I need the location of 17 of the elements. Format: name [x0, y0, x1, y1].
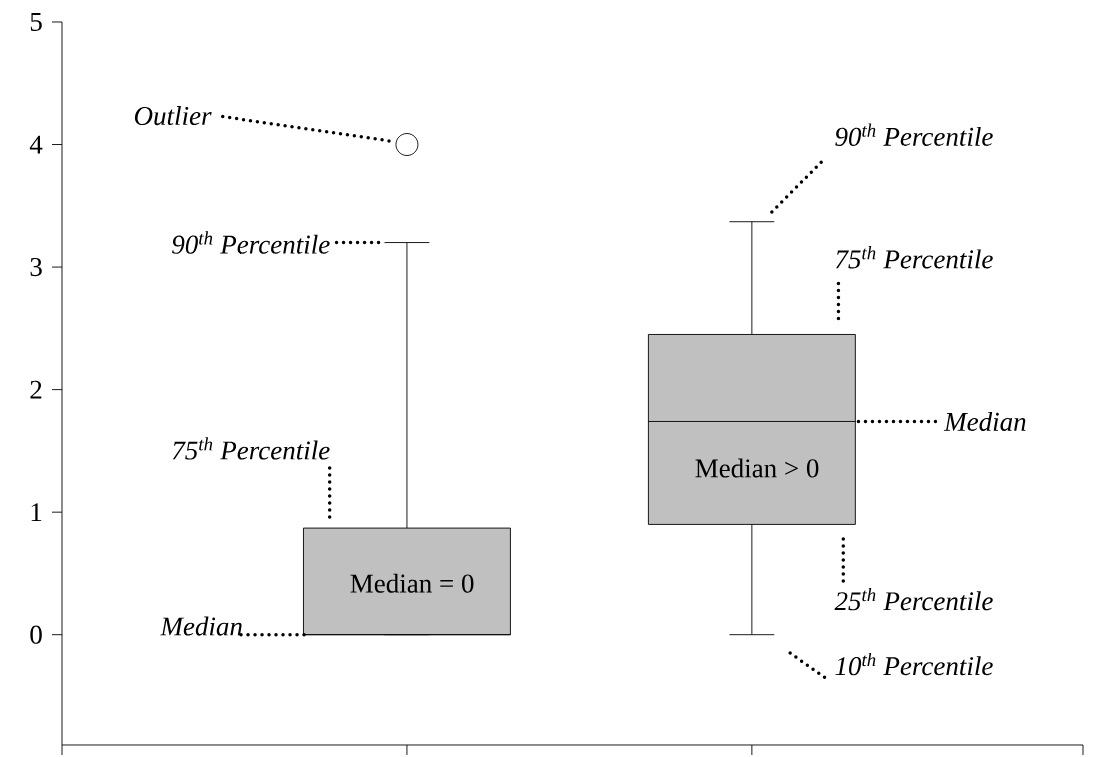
annotation: 75$^{th}$ Percentile	[172, 437, 330, 460]
y-tick-label: 0	[30, 625, 42, 644]
y-tick-label: 1	[31, 503, 42, 522]
annotation: Median > 0	[695, 458, 819, 478]
annotation: 10$^{th}$ Percentile	[835, 652, 993, 676]
y-tick-label: 5	[30, 13, 42, 31]
y-tick-label: 2	[30, 380, 42, 399]
annotation: 75$^{th}$ Percentile	[836, 246, 993, 269]
annotation: 90$^{th}$ Percentile	[172, 231, 330, 254]
annotation: Median	[943, 411, 1026, 431]
annotation: Outlier	[134, 106, 212, 126]
y-tick-label: 3	[30, 258, 42, 277]
annotation: 90$^{th}$ Percentile	[835, 123, 993, 146]
annotation: Median = 0	[350, 573, 474, 593]
annotation: Median	[160, 616, 242, 636]
annotation: 25$^{th}$ Percentile	[834, 587, 993, 611]
y-tick-label: 4	[29, 135, 43, 154]
